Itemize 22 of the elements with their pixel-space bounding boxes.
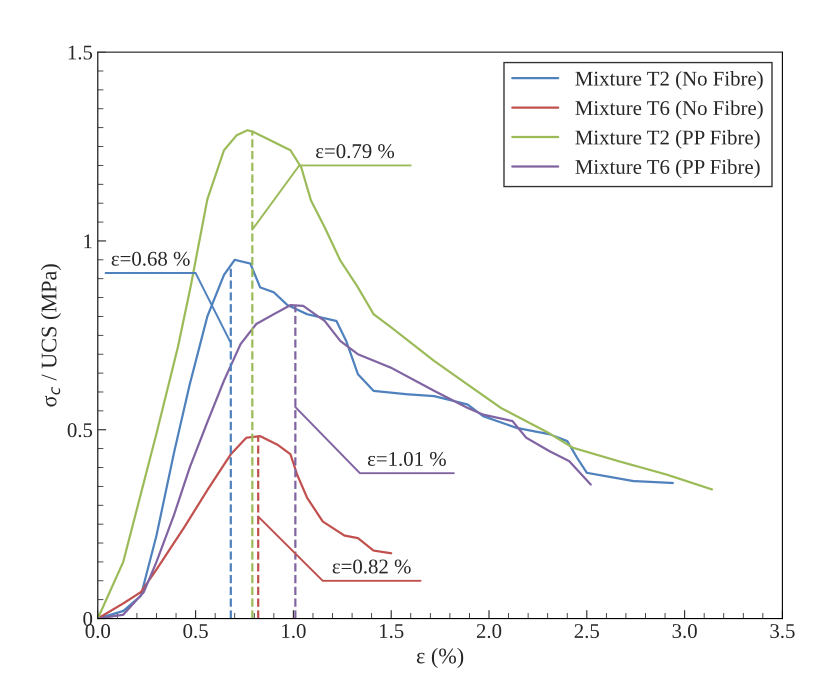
x-tick-label: 0.0 bbox=[86, 624, 110, 638]
x-tick-label: 2.5 bbox=[574, 624, 600, 638]
ref-line-label: ε=0.82 % bbox=[332, 559, 411, 574]
y-tick-label: 1 bbox=[84, 234, 92, 248]
legend-label: Mixture T2 (PP Fibre) bbox=[575, 130, 760, 149]
x-tick-label: 1.0 bbox=[282, 624, 306, 638]
legend-label: Mixture T6 (PP Fibre) bbox=[575, 159, 760, 178]
ref-line-label: ε=0.79 % bbox=[316, 144, 394, 158]
x-tick-label: 3.0 bbox=[672, 624, 697, 638]
legend-label: Mixture T6 (No Fibre) bbox=[575, 100, 763, 120]
y-tick-label: 1.5 bbox=[68, 46, 92, 60]
y-tick-label: 0.5 bbox=[68, 423, 92, 438]
legend-label: Mixture T2 (No Fibre) bbox=[575, 71, 763, 90]
ref-line-label: ε=0.68 % bbox=[112, 252, 190, 266]
ref-line-label: ε=1.01 % bbox=[368, 452, 446, 466]
y-axis-title: σ$_{c}$ / UCS (MPa) bbox=[40, 264, 62, 407]
x-tick-label: 0.5 bbox=[183, 624, 208, 638]
x-axis-title: ε (%) bbox=[416, 648, 464, 668]
x-tick-label: 1.5 bbox=[380, 624, 404, 638]
y-tick-label: 0 bbox=[83, 612, 92, 626]
x-tick-label: 2.0 bbox=[476, 624, 502, 638]
x-tick-label: 3.5 bbox=[770, 624, 795, 638]
